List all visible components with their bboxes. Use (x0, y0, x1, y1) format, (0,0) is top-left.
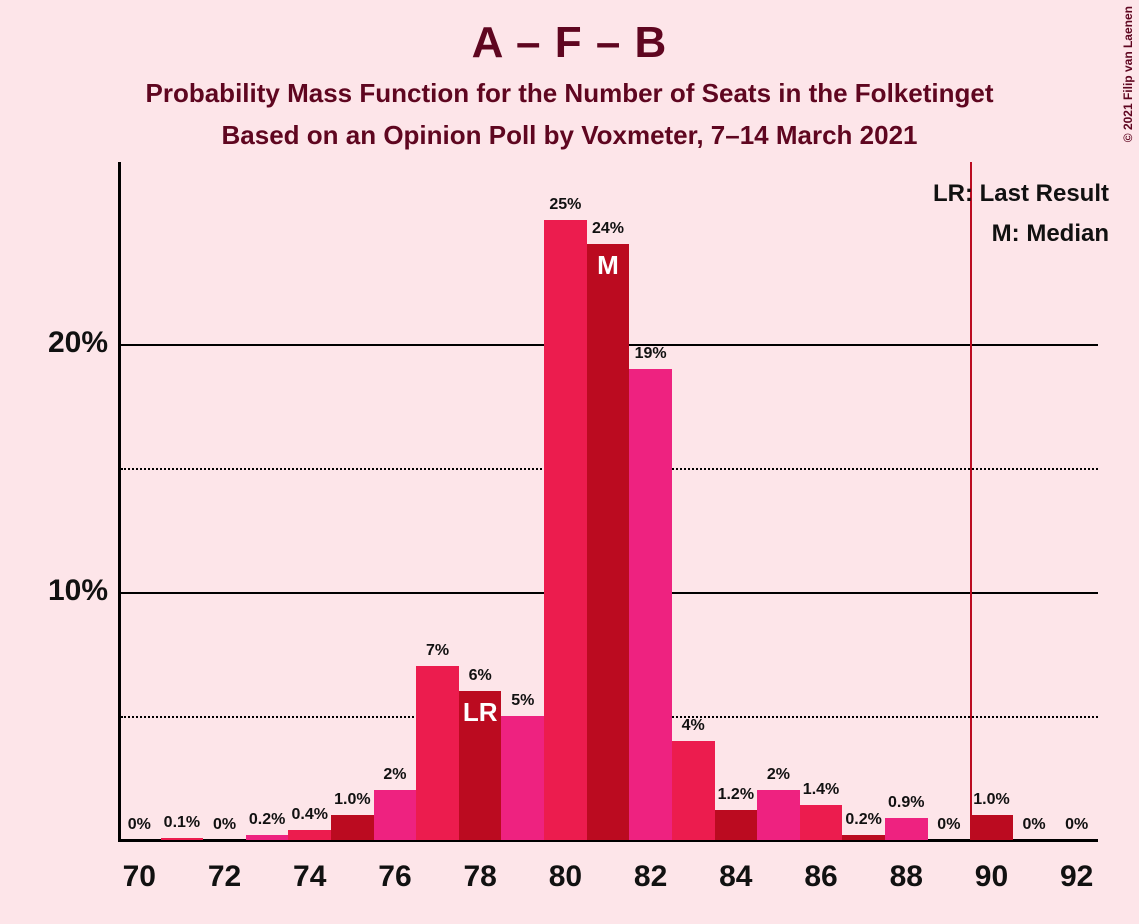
median-marker: M (597, 250, 619, 281)
bar (672, 741, 715, 840)
bar-value-label: 0% (128, 816, 151, 834)
bar-value-label: 2% (767, 766, 790, 784)
chart-canvas: A – F – B Probability Mass Function for t… (0, 0, 1139, 924)
bar-value-label: 1.0% (973, 791, 1009, 809)
bar (757, 790, 800, 840)
plot-area: 0% 0.1% 0% 0.2% 0.4% 1.0% 2% 7% 6% 5% 25% 24% 19% 4% 1… (118, 170, 1098, 840)
bar (885, 818, 928, 840)
bar-value-label: 1.2% (718, 786, 754, 804)
bar (374, 790, 417, 840)
bar (501, 716, 544, 840)
bar-value-label: 0.9% (888, 794, 924, 812)
bar (629, 369, 672, 840)
x-tick-label: 90 (975, 860, 1008, 894)
chart-subtitle-1: Probability Mass Function for the Number… (0, 78, 1139, 109)
bar (970, 815, 1013, 840)
bar-value-label: 0.1% (164, 814, 200, 832)
x-tick-label: 82 (634, 860, 667, 894)
bar-value-label: 1.0% (334, 791, 370, 809)
bar-value-label: 7% (426, 642, 449, 660)
x-tick-label: 72 (208, 860, 241, 894)
x-tick-label: 88 (890, 860, 923, 894)
x-tick-label: 86 (804, 860, 837, 894)
bar (331, 815, 374, 840)
bar-value-label: 0.2% (249, 811, 285, 829)
y-tick-label: 10% (0, 574, 108, 608)
x-tick-label: 70 (123, 860, 156, 894)
bar-value-label: 0% (1023, 816, 1046, 834)
bar-value-label: 25% (549, 196, 581, 214)
copyright-text: © 2021 Filip van Laenen (1121, 6, 1135, 142)
bar (800, 805, 843, 840)
chart-title: A – F – B (0, 18, 1139, 68)
bar-value-label: 2% (383, 766, 406, 784)
y-tick-label: 20% (0, 326, 108, 360)
bar-value-label: 0% (937, 816, 960, 834)
bar (416, 666, 459, 840)
bar-value-label: 6% (469, 667, 492, 685)
x-tick-label: 84 (719, 860, 752, 894)
x-tick-label: 76 (378, 860, 411, 894)
bar-value-label: 4% (682, 717, 705, 735)
bar-value-label: 19% (635, 345, 667, 363)
bar (288, 830, 331, 840)
bar-value-label: 0.4% (292, 806, 328, 824)
bar-value-label: 5% (511, 692, 534, 710)
last-result-line (970, 162, 972, 840)
bar (544, 220, 587, 840)
bar (587, 244, 630, 840)
bar (246, 835, 289, 840)
x-tick-label: 80 (549, 860, 582, 894)
x-tick-label: 92 (1060, 860, 1093, 894)
x-tick-label: 78 (463, 860, 496, 894)
last-result-marker: LR (463, 697, 498, 728)
bar-value-label: 1.4% (803, 781, 839, 799)
bar (715, 810, 758, 840)
bar (161, 838, 204, 840)
legend-lr: LR: Last Result (933, 180, 1109, 208)
bar-value-label: 0.2% (845, 811, 881, 829)
x-tick-label: 74 (293, 860, 326, 894)
bar-value-label: 24% (592, 220, 624, 238)
chart-subtitle-2: Based on an Opinion Poll by Voxmeter, 7–… (0, 120, 1139, 151)
bar (842, 835, 885, 840)
y-axis-line (118, 162, 121, 840)
legend-m: M: Median (992, 220, 1109, 248)
bar-value-label: 0% (213, 816, 236, 834)
bar-value-label: 0% (1065, 816, 1088, 834)
